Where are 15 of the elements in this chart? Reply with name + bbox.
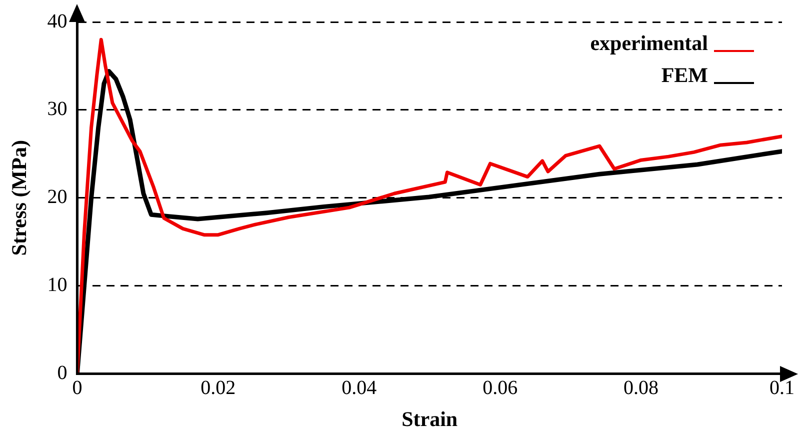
x-tick-label: 0 (72, 377, 82, 400)
x-tick-label: 0.06 (482, 377, 518, 400)
x-tick-label: 0.08 (624, 377, 659, 400)
x-tick-label: 0.1 (770, 377, 794, 400)
legend-label: FEM (661, 63, 708, 87)
x-axis-title: Strain (402, 406, 458, 431)
y-tick-label: 0 (57, 362, 68, 384)
y-tick-label: 20 (47, 186, 68, 208)
y-tick-label: 10 (47, 274, 68, 296)
x-tick-label: 0.04 (342, 377, 377, 400)
legend-label: experimental (590, 31, 708, 55)
x-tick-label: 0.02 (200, 377, 236, 400)
y-tick-label: 40 (47, 10, 68, 32)
y-axis-title: Stress (MPa) (7, 140, 32, 256)
y-tick-label: 30 (47, 98, 68, 120)
